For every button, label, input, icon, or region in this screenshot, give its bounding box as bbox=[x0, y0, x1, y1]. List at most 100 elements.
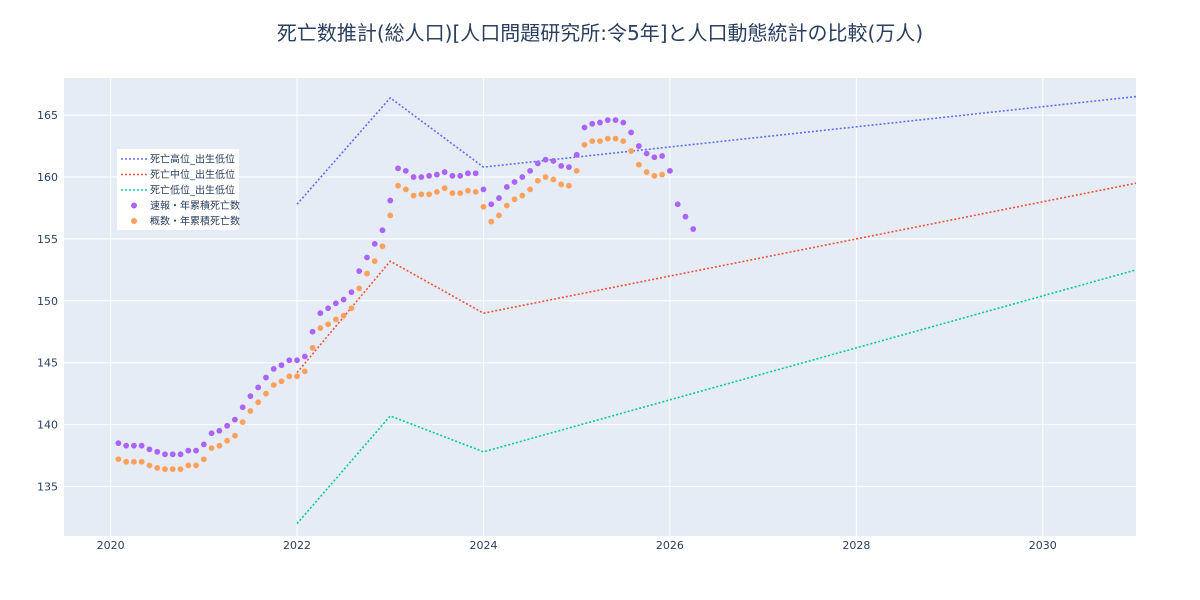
data-point bbox=[573, 151, 580, 158]
data-point bbox=[154, 465, 161, 471]
data-point bbox=[131, 442, 137, 449]
data-point bbox=[472, 170, 479, 177]
data-point bbox=[200, 456, 207, 463]
data-point bbox=[410, 192, 417, 199]
legend-item[interactable]: 速報・年累積死亡数 bbox=[131, 199, 240, 212]
data-point bbox=[115, 440, 122, 447]
data-point bbox=[332, 300, 339, 307]
data-point bbox=[162, 466, 168, 473]
data-point bbox=[294, 373, 300, 380]
data-point bbox=[441, 169, 448, 175]
data-point bbox=[216, 442, 223, 449]
data-point bbox=[263, 374, 269, 381]
data-point bbox=[573, 167, 580, 174]
data-point bbox=[496, 195, 502, 201]
series-layer bbox=[115, 95, 1137, 525]
y-tick-label: 160 bbox=[37, 171, 58, 184]
y-tick-label: 165 bbox=[37, 109, 58, 122]
data-point bbox=[169, 451, 176, 458]
y-tick-label: 155 bbox=[37, 233, 58, 246]
legend-swatch bbox=[131, 202, 137, 209]
data-point bbox=[643, 150, 650, 157]
data-point bbox=[371, 258, 378, 265]
data-point bbox=[387, 212, 394, 219]
data-point bbox=[659, 153, 666, 159]
data-point bbox=[558, 162, 565, 169]
legend-item[interactable]: 死亡中位_出生低位 bbox=[121, 168, 235, 181]
data-point bbox=[340, 312, 347, 319]
data-point bbox=[317, 310, 324, 317]
y-tick-label: 135 bbox=[37, 480, 58, 493]
data-point bbox=[550, 158, 557, 164]
x-tick-label: 2024 bbox=[469, 539, 497, 552]
data-point bbox=[255, 384, 262, 391]
legend-label: 死亡中位_出生低位 bbox=[150, 168, 235, 181]
data-point bbox=[402, 186, 409, 193]
data-point bbox=[185, 462, 192, 469]
data-point bbox=[278, 378, 285, 385]
data-point bbox=[635, 143, 642, 149]
data-point bbox=[232, 416, 238, 423]
legend-swatch bbox=[131, 218, 137, 224]
data-point bbox=[651, 154, 658, 161]
data-point bbox=[294, 357, 300, 364]
legend-item[interactable]: 概数・年累積死亡数 bbox=[131, 215, 240, 228]
data-point bbox=[208, 430, 215, 437]
data-point bbox=[449, 190, 456, 197]
data-point bbox=[682, 213, 689, 220]
data-point bbox=[154, 448, 161, 455]
data-point bbox=[418, 191, 425, 198]
data-point bbox=[511, 179, 518, 185]
x-tick-label: 2026 bbox=[656, 539, 684, 552]
data-point bbox=[503, 184, 510, 190]
x-tick-label: 2022 bbox=[283, 539, 311, 552]
data-point bbox=[426, 172, 432, 179]
data-point bbox=[379, 227, 386, 234]
legend-item[interactable]: 死亡高位_出生低位 bbox=[121, 153, 235, 166]
data-point bbox=[597, 119, 603, 126]
data-point bbox=[604, 117, 611, 123]
data-point bbox=[115, 456, 122, 463]
data-point bbox=[123, 458, 130, 465]
legend-label: 速報・年累積死亡数 bbox=[150, 199, 240, 212]
data-point bbox=[472, 188, 479, 195]
data-point bbox=[534, 160, 541, 167]
legend-item[interactable]: 死亡低位_出生低位 bbox=[121, 184, 235, 197]
data-point bbox=[542, 174, 549, 180]
data-point bbox=[550, 176, 557, 183]
data-point bbox=[332, 316, 339, 323]
data-point bbox=[480, 186, 487, 193]
x-tick-label: 2030 bbox=[1029, 539, 1057, 552]
y-tick-label: 140 bbox=[37, 419, 58, 432]
data-point bbox=[612, 117, 619, 123]
data-point bbox=[402, 167, 409, 174]
data-point bbox=[674, 201, 681, 208]
data-point bbox=[604, 135, 611, 142]
data-point bbox=[566, 182, 572, 189]
data-point bbox=[449, 172, 456, 179]
data-point bbox=[395, 165, 401, 172]
data-point bbox=[177, 451, 184, 458]
data-point bbox=[519, 174, 526, 180]
series-line bbox=[296, 95, 1137, 205]
data-point bbox=[364, 254, 370, 261]
data-point bbox=[643, 169, 650, 175]
data-point bbox=[138, 458, 145, 465]
data-point bbox=[488, 218, 495, 225]
data-point bbox=[566, 164, 572, 171]
data-point bbox=[208, 445, 215, 452]
data-point bbox=[395, 182, 401, 189]
data-point bbox=[123, 442, 130, 449]
data-point bbox=[581, 141, 588, 148]
data-point bbox=[278, 362, 285, 369]
data-point bbox=[356, 285, 363, 292]
series-5 bbox=[115, 135, 666, 473]
axis-layer: 135 140 145 150 155 160 165 2020 2022 2024 2026 202… bbox=[37, 109, 1057, 552]
data-point bbox=[659, 171, 666, 178]
data-point bbox=[387, 197, 394, 204]
data-point bbox=[356, 268, 363, 274]
data-point bbox=[193, 447, 199, 454]
legend-label: 死亡高位_出生低位 bbox=[150, 153, 235, 166]
data-point bbox=[301, 368, 308, 375]
data-point bbox=[286, 373, 293, 380]
